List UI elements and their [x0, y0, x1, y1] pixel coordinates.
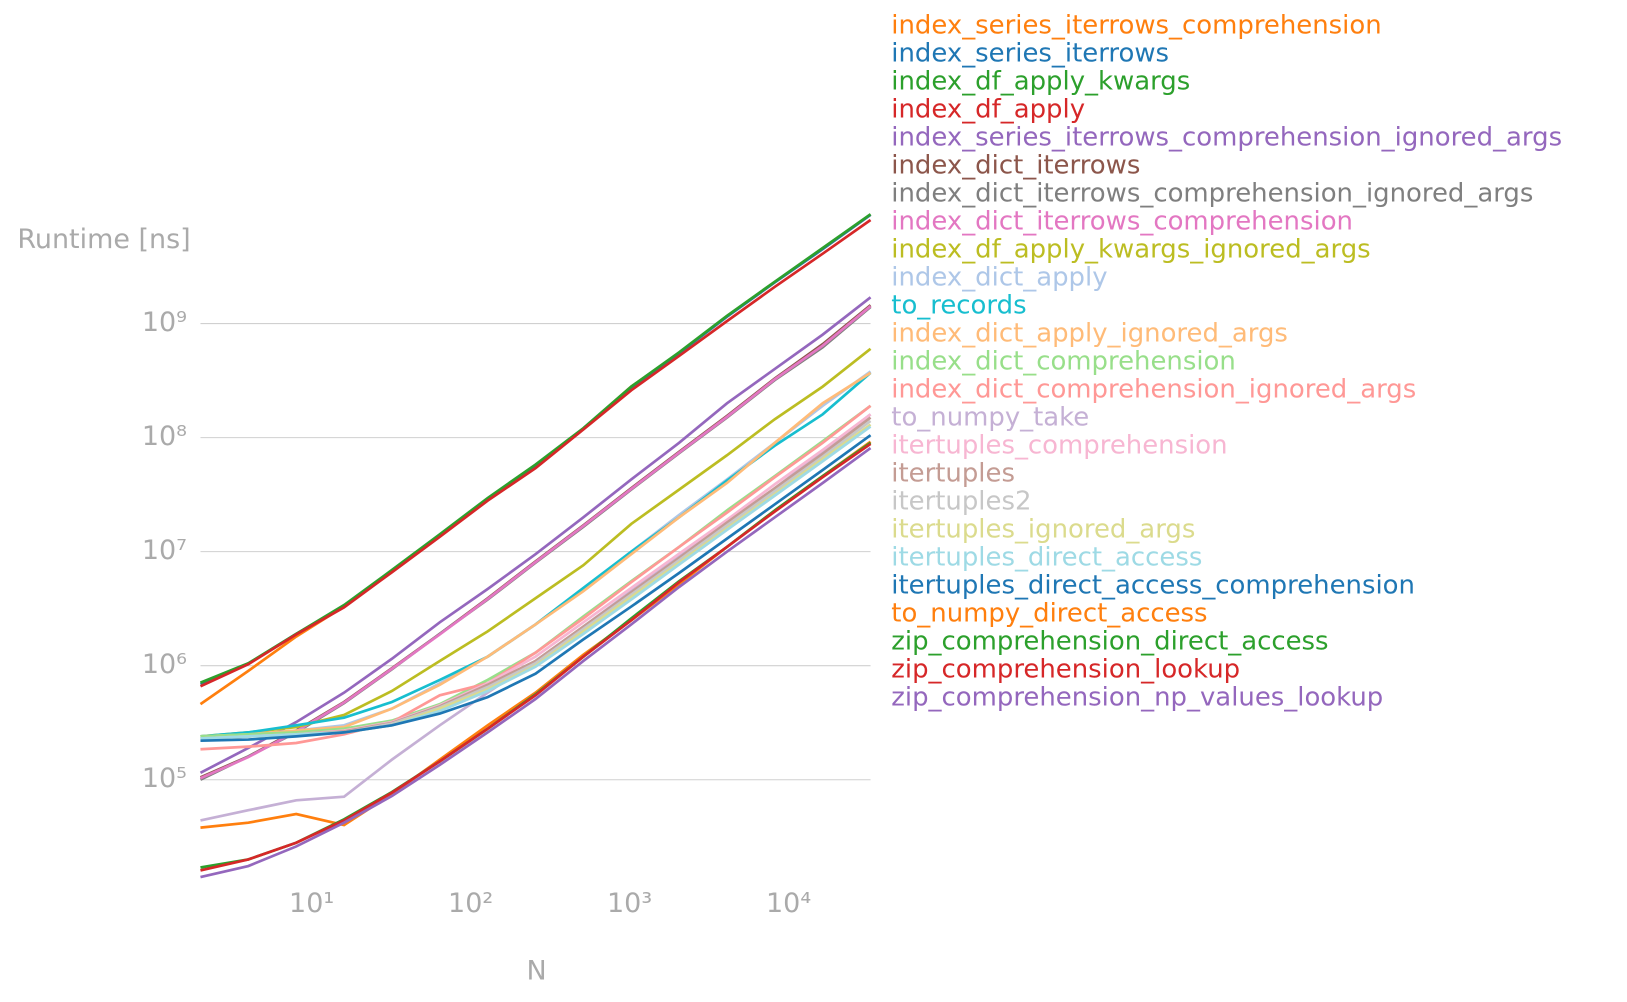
y-tick-label: 10⁹: [142, 307, 187, 338]
x-tick-label: 10³: [607, 888, 652, 919]
legend-entry: index_series_iterrows_comprehension: [891, 10, 1381, 40]
y-tick-label: 10⁸: [142, 421, 187, 452]
legend-entry: zip_comprehension_lookup: [891, 655, 1240, 685]
series-line: [200, 413, 872, 822]
y-axis-label: Runtime [ns]: [17, 224, 190, 255]
legend-entry: to_records: [891, 290, 1026, 320]
legend-entry: to_numpy_direct_access: [891, 599, 1207, 629]
legend-entry: itertuples_direct_access: [891, 543, 1202, 573]
legend-entry: index_dict_comprehension: [891, 347, 1236, 377]
x-tick-label: 10¹: [289, 888, 334, 919]
series-line: [200, 404, 872, 738]
y-tick-label: 10⁵: [142, 763, 187, 794]
legend-entry: itertuples2: [891, 487, 1031, 517]
series-line: [200, 371, 872, 738]
legend-entry: index_df_apply_kwargs_ignored_args: [891, 234, 1370, 264]
legend-entry: zip_comprehension_direct_access: [891, 627, 1328, 657]
legend-entry: index_dict_apply: [891, 262, 1107, 292]
series-line: [199, 305, 872, 780]
series-line: [199, 296, 872, 775]
legend-entry: itertuples_direct_access_comprehension: [891, 571, 1415, 601]
series-line: [199, 218, 872, 688]
series-line: [199, 304, 872, 779]
legend-entry: index_dict_iterrows_comprehension_ignore…: [891, 178, 1533, 208]
y-tick-label: 10⁶: [142, 649, 187, 680]
legend-entry: index_dict_iterrows_comprehension: [891, 206, 1353, 236]
series-line: [200, 404, 872, 751]
x-axis-label: N: [526, 955, 546, 986]
series-line: [200, 434, 872, 743]
y-tick-label: 10⁷: [142, 535, 187, 566]
legend-entry: index_df_apply: [891, 94, 1085, 124]
legend-entry: index_dict_iterrows: [891, 150, 1140, 180]
legend-entry: to_numpy_take: [891, 403, 1089, 433]
legend-entry: index_series_iterrows_comprehension_igno…: [891, 122, 1562, 152]
legend-entry: index_series_iterrows: [891, 38, 1169, 68]
legend-entry: itertuples_comprehension: [891, 431, 1227, 461]
legend-entry: index_dict_apply_ignored_args: [891, 319, 1288, 349]
legend-entry: itertuples_ignored_args: [891, 515, 1195, 545]
x-tick-label: 10⁴: [766, 888, 811, 919]
series-line: [199, 305, 872, 781]
series-line: [200, 442, 872, 872]
legend-entry: zip_comprehension_np_values_lookup: [891, 683, 1383, 713]
series-line: [200, 347, 872, 738]
legend-entry: index_df_apply_kwargs: [891, 66, 1190, 96]
x-tick-label: 10²: [448, 888, 493, 919]
series-line: [200, 446, 872, 879]
legend-entry: itertuples: [891, 459, 1015, 489]
legend-entry: index_dict_comprehension_ignored_args: [891, 375, 1416, 405]
